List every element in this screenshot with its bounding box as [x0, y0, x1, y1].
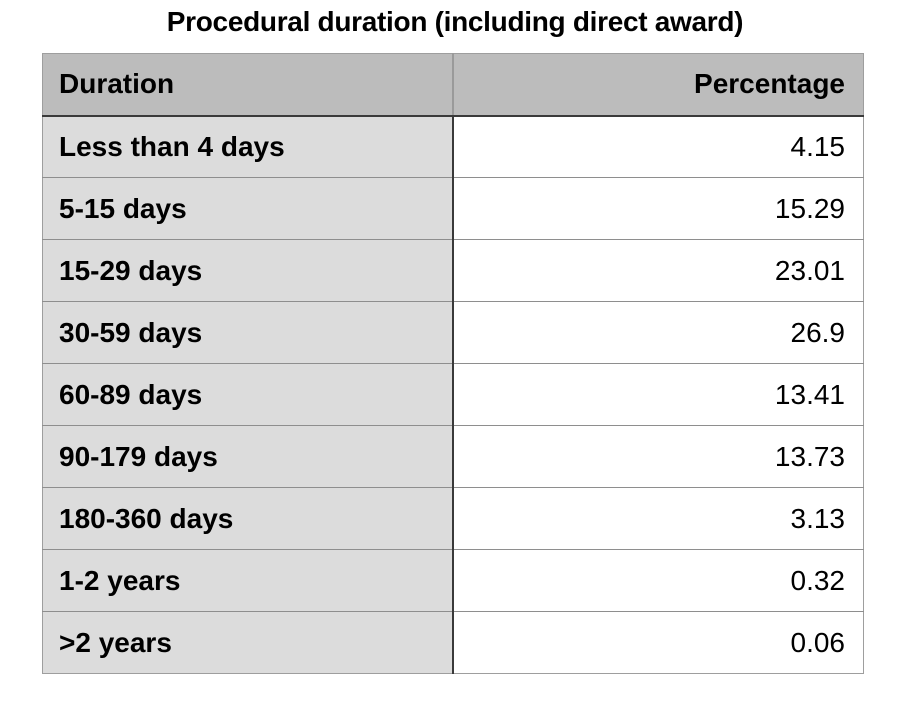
- duration-cell: 5-15 days: [42, 177, 454, 240]
- table-row: 60-89 days 13.41: [42, 363, 864, 426]
- column-header-percentage: Percentage: [453, 53, 864, 117]
- percentage-cell: 13.73: [453, 425, 864, 488]
- percentage-cell: 15.29: [453, 177, 864, 240]
- header-row: Duration Percentage: [42, 53, 864, 117]
- table-body: Less than 4 days 4.15 5-15 days 15.29 15-29 …: [42, 115, 864, 674]
- table-row: Less than 4 days 4.15: [42, 115, 864, 178]
- percentage-cell: 23.01: [453, 239, 864, 302]
- duration-cell: >2 years: [42, 611, 454, 674]
- duration-cell: 15-29 days: [42, 239, 454, 302]
- duration-cell: 60-89 days: [42, 363, 454, 426]
- duration-cell: Less than 4 days: [42, 115, 454, 178]
- percentage-cell: 13.41: [453, 363, 864, 426]
- percentage-cell: 4.15: [453, 115, 864, 178]
- column-header-duration: Duration: [42, 53, 454, 117]
- duration-cell: 90-179 days: [42, 425, 454, 488]
- table-row: >2 years 0.06: [42, 611, 864, 674]
- table-row: 30-59 days 26.9: [42, 301, 864, 364]
- percentage-cell: 0.06: [453, 611, 864, 674]
- duration-cell: 180-360 days: [42, 487, 454, 550]
- table-title: Procedural duration (including direct aw…: [166, 6, 744, 37]
- percentage-cell: 3.13: [453, 487, 864, 550]
- table-row: 1-2 years 0.32: [42, 549, 864, 612]
- percentage-cell: 0.32: [453, 549, 864, 612]
- table-row: 5-15 days 15.29: [42, 177, 864, 240]
- table-row: 15-29 days 23.01: [42, 239, 864, 302]
- duration-cell: 1-2 years: [42, 549, 454, 612]
- percentage-cell: 26.9: [453, 301, 864, 364]
- duration-cell: 30-59 days: [42, 301, 454, 364]
- procedural-duration-table: Duration Percentage Less than 4 days 4.15…: [42, 53, 864, 674]
- table-row: 90-179 days 13.73: [42, 425, 864, 488]
- table-row: 180-360 days 3.13: [42, 487, 864, 550]
